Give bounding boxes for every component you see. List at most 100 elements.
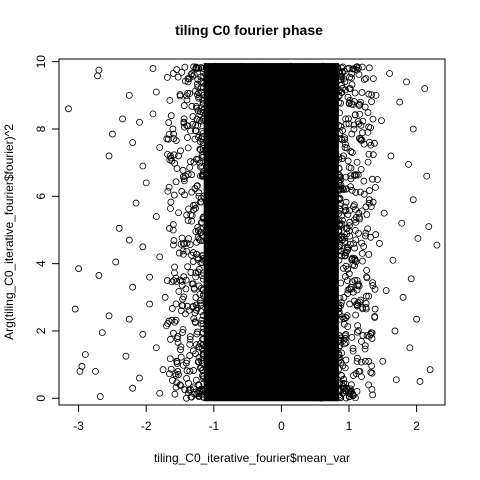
data-point [335,178,343,186]
data-point [368,385,376,393]
data-point [351,111,359,119]
data-point [185,75,193,83]
data-point [369,75,377,83]
data-point [199,312,207,319]
data-point [371,139,378,147]
data-point [196,340,204,348]
data-point [356,367,364,375]
data-point [360,177,368,185]
x-tick-label: -2 [141,419,152,433]
data-point [179,326,187,333]
data-point [342,331,350,338]
data-point [330,385,338,393]
data-point [341,335,349,342]
data-point [196,138,204,145]
data-point [219,63,227,71]
data-point [178,281,186,289]
data-point [350,121,358,129]
data-point [197,104,205,112]
data-point [353,328,361,336]
data-point [191,135,199,143]
data-point [267,391,275,399]
data-point [335,187,343,195]
data-point [174,73,182,81]
data-point [348,130,356,138]
y-axis-label: Arg(tiling_C0_iterative_fourier$fourier)… [2,124,16,340]
data-point [355,280,362,288]
data-point [347,387,355,395]
data-point [139,243,147,251]
data-point [360,243,368,250]
data-point [414,234,422,242]
x-tick-label: 0 [278,419,285,433]
data-point [222,387,230,394]
data-point [183,122,191,130]
data-point [351,244,358,252]
data-point [342,339,350,347]
data-point [206,385,214,393]
data-point [403,78,410,86]
data-point [197,228,205,236]
data-point [200,79,207,87]
data-point [335,185,343,193]
data-point [355,229,362,237]
data-point [197,194,205,202]
data-point [81,351,89,358]
data-point [200,72,208,80]
data-point [164,187,172,195]
data-point [170,237,178,244]
data-point [352,311,360,319]
data-point [186,352,194,359]
data-point [199,252,207,260]
data-point [342,120,350,128]
data-point [335,181,343,189]
data-point [338,81,346,89]
data-point [186,340,194,348]
data-point [129,384,137,392]
data-point [335,246,343,254]
data-point [292,64,300,72]
data-point [200,375,207,383]
data-point [178,234,186,242]
data-point [343,185,350,193]
data-point [362,203,370,211]
data-point [180,273,188,281]
data-point [254,387,262,394]
data-point [76,367,84,375]
y-axis: 0 2 4 6 8 10 [34,55,60,402]
data-point [413,315,421,323]
data-point [193,250,200,258]
data-point [195,393,203,400]
data-point [289,392,297,400]
data-point [199,269,207,277]
data-point [379,357,387,365]
data-point [345,120,353,128]
data-point [334,64,342,71]
data-point [338,372,346,380]
y-tick-label: 8 [34,125,48,132]
data-point [335,164,343,172]
data-point [358,89,366,96]
data-point [355,102,363,109]
data-point [262,64,270,72]
data-point [369,391,377,399]
data-point [177,382,185,390]
data-point [373,176,381,183]
data-point [179,329,186,336]
data-point [180,240,188,248]
y-tick-label: 10 [34,55,48,69]
data-point [177,307,185,315]
data-point [396,98,404,106]
data-point [181,191,188,199]
data-point [159,366,167,374]
data-point [171,390,179,398]
data-point [199,214,207,222]
data-point [332,389,340,397]
x-tick-label: -1 [208,419,219,433]
data-point [192,294,200,301]
data-point [166,224,173,232]
data-point [105,312,113,320]
data-point [199,171,207,179]
data-point [197,163,204,171]
data-point [348,333,356,341]
